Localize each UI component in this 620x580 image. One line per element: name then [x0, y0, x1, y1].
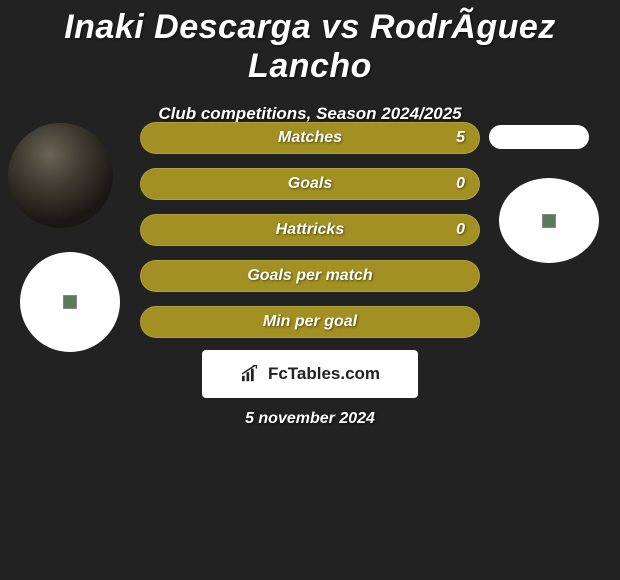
stat-value: 5 [456, 129, 465, 147]
subtitle: Club competitions, Season 2024/2025 [0, 104, 620, 124]
stat-row-mpg: Min per goal [140, 306, 480, 338]
stat-label: Min per goal [263, 313, 357, 331]
page-title: Inaki Descarga vs RodrÃ­guez Lancho [0, 0, 620, 86]
stat-label: Hattricks [276, 221, 344, 239]
player1-avatar [8, 123, 113, 228]
chart-icon [240, 365, 262, 383]
brand-box: FcTables.com [202, 350, 418, 398]
stat-label: Goals [288, 175, 332, 193]
date-label: 5 november 2024 [0, 410, 620, 428]
stat-value: 0 [456, 221, 465, 239]
player2-avatar [489, 125, 589, 149]
stat-label: Goals per match [247, 267, 372, 285]
shield-icon [63, 295, 77, 309]
player1-club-badge [20, 252, 120, 352]
stat-value: 0 [456, 175, 465, 193]
stat-row-gpm: Goals per match [140, 260, 480, 292]
stats-bars: Matches 5 Goals 0 Hattricks 0 Goals per … [140, 122, 480, 352]
stat-row-hattricks: Hattricks 0 [140, 214, 480, 246]
stat-row-matches: Matches 5 [140, 122, 480, 154]
stat-label: Matches [278, 129, 342, 147]
brand-text: FcTables.com [268, 364, 380, 384]
player2-club-badge [499, 178, 599, 263]
stat-row-goals: Goals 0 [140, 168, 480, 200]
shield-icon [542, 214, 556, 228]
